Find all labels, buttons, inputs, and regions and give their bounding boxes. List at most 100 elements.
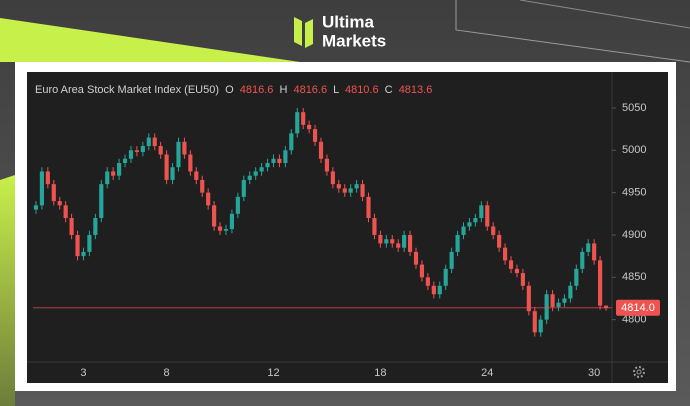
candle-body: [419, 264, 425, 278]
candle-body: [586, 243, 591, 252]
candle-body: [57, 201, 62, 206]
candle-body: [485, 205, 490, 227]
candle-body: [253, 171, 258, 176]
candle-body: [538, 319, 543, 333]
candle-body: [182, 141, 187, 155]
candle-body: [307, 124, 312, 130]
logo-mark: [294, 17, 302, 46]
candle-body: [259, 167, 264, 172]
candle-body: [402, 234, 407, 248]
plot: 4800 4850 4900 4950 5000 5050 3 8 12 18 24 30 4814.0: [33, 102, 660, 379]
candle-body: [443, 268, 448, 286]
candle-body: [200, 179, 205, 193]
candle-body: [544, 294, 549, 320]
candle-body: [413, 251, 419, 265]
settings-icon[interactable]: [633, 366, 645, 378]
candle-body: [164, 154, 169, 180]
candle-body: [312, 129, 318, 142]
candle-body: [146, 137, 151, 147]
candle-body: [235, 196, 240, 214]
candle-body: [247, 175, 252, 180]
candle-body: [425, 277, 430, 286]
candle-body: [111, 171, 116, 176]
x-tick-label: 12: [267, 367, 279, 379]
candle-body: [140, 146, 145, 152]
ohlc-label: O: [225, 84, 234, 96]
candle-body: [503, 247, 508, 261]
candle-body: [318, 141, 324, 159]
x-tick-label: 8: [164, 367, 170, 379]
y-tick-label: 4800: [622, 314, 646, 326]
candle-body: [33, 205, 39, 210]
candle-body: [105, 171, 110, 185]
logo-mark: [305, 19, 313, 48]
candle-body: [330, 171, 335, 185]
candle-body: [526, 285, 531, 312]
candle-body: [128, 150, 134, 159]
candle-body: [87, 234, 92, 252]
ohlc-value: 4816.6: [240, 84, 274, 96]
brand-name: Ultima: [322, 12, 375, 31]
x-tick-label: 24: [481, 367, 493, 379]
accent-band: [0, 18, 300, 62]
candle-body: [497, 234, 502, 248]
candle-body: [562, 298, 567, 303]
candle-body: [277, 158, 282, 163]
brand-name: Markets: [322, 31, 386, 50]
candle-body: [568, 285, 573, 299]
candle-body: [396, 243, 401, 248]
chart-title: Euro Area Stock Market Index (EU50): [35, 84, 219, 96]
price-tag-label: 4814.0: [621, 302, 655, 314]
candle-body: [574, 268, 579, 286]
candle-body: [122, 158, 128, 163]
gear[interactable]: [633, 366, 645, 378]
candle-body: [491, 226, 496, 235]
candle-body: [241, 179, 246, 197]
candle-body: [580, 251, 585, 269]
candle-body: [455, 234, 460, 252]
logo: Ultima Markets: [294, 12, 386, 50]
candle-body: [354, 184, 359, 189]
candle-body: [372, 218, 377, 235]
gear-center[interactable]: [636, 369, 642, 375]
candle-body: [134, 150, 139, 152]
candle-body: [194, 171, 199, 180]
candle-body: [206, 192, 211, 206]
candle-body: [437, 285, 442, 295]
ohlc-label: L: [333, 84, 339, 96]
ohlc-label: H: [279, 84, 287, 96]
candle-body: [265, 162, 270, 168]
candle-body: [75, 234, 80, 257]
candle-body: [360, 184, 365, 197]
candle-body: [592, 243, 597, 261]
candle-body: [301, 112, 306, 125]
candle-body: [348, 188, 353, 193]
candle-body: [81, 251, 86, 257]
candle-body: [390, 239, 395, 244]
x-tick-label: 30: [588, 367, 600, 379]
candle-body: [508, 260, 514, 269]
candle-body: [45, 171, 50, 185]
x-tick-label: 3: [80, 367, 86, 379]
candle-body: [212, 205, 217, 227]
deco-line: [455, 0, 690, 63]
candle-body: [598, 260, 603, 306]
deco-line: [519, 0, 690, 29]
y-tick-label: 4850: [622, 271, 646, 283]
ohlc-label: C: [385, 84, 393, 96]
candle-body: [39, 171, 44, 206]
candle-body: [271, 158, 276, 163]
ohlc-value: 4813.6: [399, 84, 433, 96]
candle-body: [295, 112, 300, 134]
candle-body: [69, 218, 74, 235]
candle-body: [188, 154, 193, 172]
candle-body: [217, 226, 223, 231]
candle-body: [520, 273, 525, 286]
candle-body: [603, 305, 609, 309]
chart-panel: [27, 72, 668, 383]
candle-body: [461, 226, 466, 235]
ohlc-value: 4810.6: [345, 84, 379, 96]
candle-body: [289, 133, 294, 151]
candle-body: [99, 184, 104, 219]
candle-body: [556, 302, 561, 307]
